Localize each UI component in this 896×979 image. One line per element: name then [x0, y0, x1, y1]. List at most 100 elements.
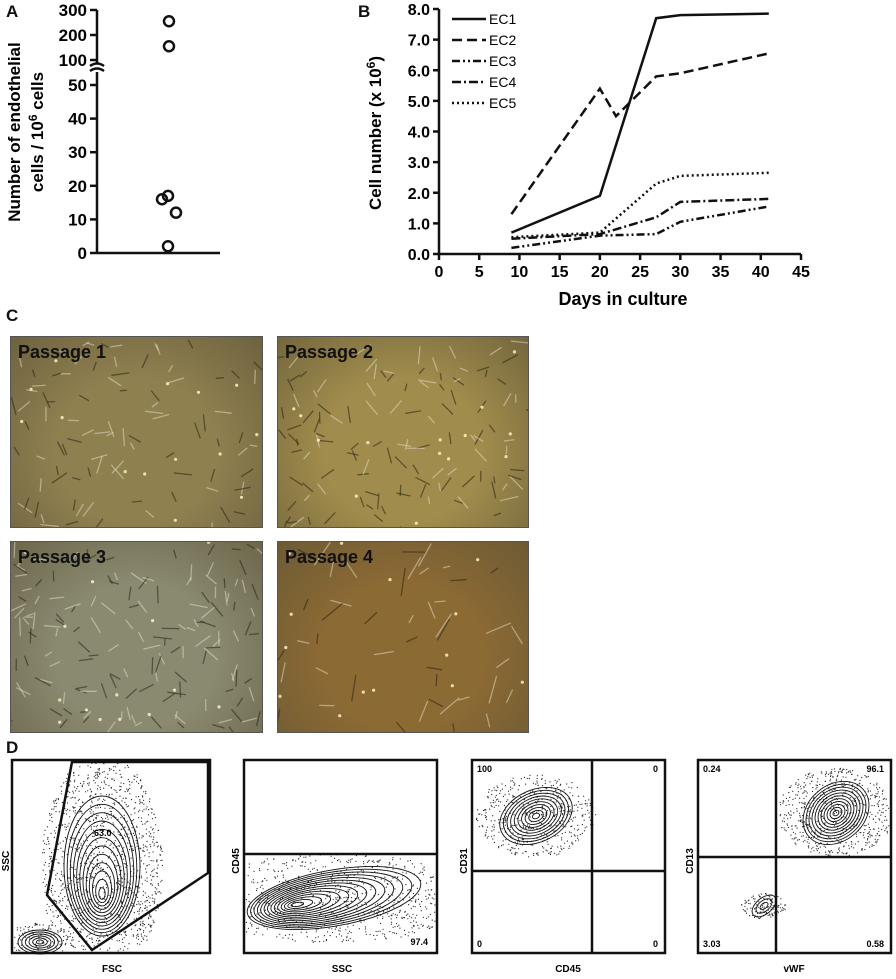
event-dot	[73, 772, 75, 774]
event-dot	[809, 817, 811, 819]
event-dot	[86, 936, 88, 938]
cell	[143, 644, 161, 650]
event-dot	[139, 799, 141, 801]
event-dot	[66, 938, 69, 940]
event-dot	[763, 906, 765, 908]
event-dot	[152, 828, 154, 830]
event-dot	[75, 810, 77, 812]
event-dot	[767, 914, 769, 916]
event-dot	[411, 863, 413, 865]
cell	[485, 622, 511, 634]
event-dot	[801, 835, 803, 837]
contour	[246, 866, 422, 930]
cell	[251, 583, 259, 600]
event-dot	[412, 913, 414, 915]
event-dot	[882, 789, 884, 791]
bright-cell	[438, 451, 442, 455]
event-dot	[509, 850, 511, 852]
event-dot	[807, 773, 809, 775]
cell	[362, 458, 370, 475]
event-dot	[802, 831, 804, 834]
event-dot	[53, 808, 55, 810]
event-dot	[53, 942, 55, 944]
event-dot	[548, 852, 550, 854]
event-dot	[102, 818, 104, 820]
event-dot	[541, 846, 544, 848]
event-dot	[522, 852, 524, 854]
event-dot	[816, 849, 818, 852]
event-dot	[327, 879, 329, 881]
event-dot	[523, 826, 525, 828]
cell	[450, 389, 457, 405]
event-dot	[123, 826, 125, 828]
cell	[34, 595, 40, 605]
cell	[131, 500, 143, 503]
event-dot	[871, 813, 873, 815]
x-tick-label: 35	[712, 264, 730, 281]
cell	[250, 607, 256, 617]
event-dot	[82, 948, 84, 951]
event-dot	[276, 875, 278, 877]
cell	[435, 673, 438, 687]
cell	[13, 542, 16, 559]
event-dot	[112, 822, 114, 824]
bright-cell	[90, 580, 95, 584]
cell	[289, 516, 304, 527]
event-dot	[318, 901, 320, 903]
event-dot	[810, 851, 812, 853]
cell	[189, 603, 208, 609]
event-dot	[87, 782, 89, 785]
event-dot	[102, 771, 104, 773]
contour	[759, 901, 769, 911]
event-dot	[841, 771, 843, 773]
event-dot	[148, 923, 150, 925]
event-dot	[97, 768, 99, 770]
event-dot	[376, 865, 379, 867]
event-dot	[560, 791, 562, 793]
x-tick-label: 25	[631, 264, 649, 281]
cell	[303, 451, 311, 460]
event-dot	[777, 911, 779, 913]
contour	[832, 809, 840, 817]
event-dot	[482, 809, 485, 811]
event-dot	[835, 780, 837, 782]
event-dot	[161, 850, 163, 852]
event-dot	[516, 824, 518, 826]
event-dot	[83, 945, 85, 947]
event-dot	[152, 841, 154, 843]
event-dot	[869, 790, 871, 792]
event-dot	[478, 813, 480, 815]
event-dot	[798, 839, 800, 841]
cell	[329, 555, 336, 577]
event-dot	[355, 855, 357, 857]
event-dot	[505, 800, 507, 803]
event-dot	[305, 861, 307, 863]
event-dot	[63, 782, 65, 784]
event-dot	[784, 904, 786, 906]
event-dot	[586, 803, 588, 805]
event-dot	[781, 909, 783, 911]
event-dot	[273, 858, 275, 860]
event-dot	[78, 847, 80, 849]
event-dot	[785, 830, 787, 832]
event-dot	[799, 831, 801, 833]
event-dot	[103, 920, 105, 922]
cell	[427, 496, 431, 505]
event-dot	[117, 831, 119, 833]
cell	[82, 502, 94, 517]
event-dot	[77, 786, 79, 788]
event-dot	[543, 847, 545, 849]
event-dot	[422, 868, 424, 870]
event-dot	[556, 854, 558, 856]
event-dot	[53, 802, 55, 804]
event-dot	[111, 931, 113, 933]
cell	[55, 466, 59, 476]
event-dot	[760, 911, 762, 913]
event-dot	[72, 790, 74, 792]
event-dot	[139, 887, 141, 889]
event-dot	[255, 931, 257, 933]
event-dot	[581, 803, 583, 805]
event-dot	[284, 863, 286, 865]
cell	[90, 616, 101, 633]
event-dot	[141, 883, 143, 885]
